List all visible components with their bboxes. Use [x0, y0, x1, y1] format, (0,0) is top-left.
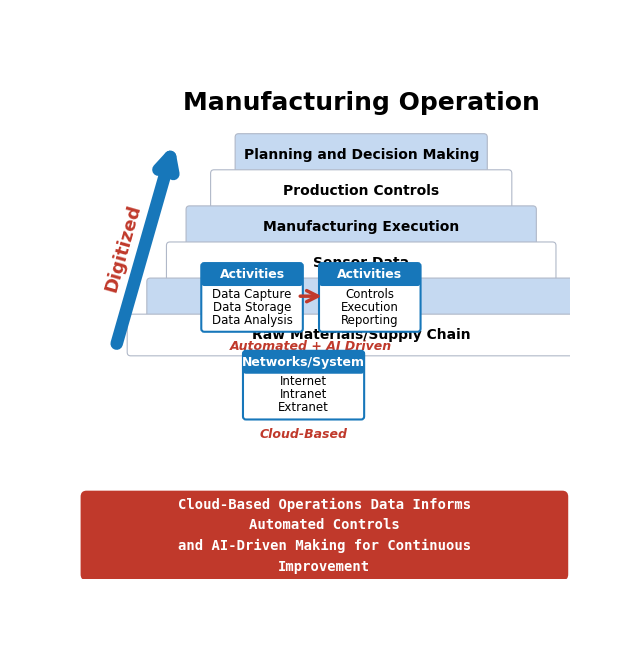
Text: Controls: Controls — [345, 288, 394, 301]
FancyBboxPatch shape — [186, 206, 536, 247]
Text: Data Storage: Data Storage — [213, 301, 291, 314]
FancyBboxPatch shape — [235, 133, 487, 175]
FancyBboxPatch shape — [80, 491, 568, 581]
Text: Automated + AI Driven: Automated + AI Driven — [230, 340, 392, 353]
FancyBboxPatch shape — [243, 351, 364, 374]
Text: Activities: Activities — [337, 268, 403, 281]
FancyBboxPatch shape — [166, 242, 556, 284]
Text: Raw Materials/Supply Chain: Raw Materials/Supply Chain — [252, 328, 470, 342]
FancyBboxPatch shape — [127, 314, 595, 356]
Text: Process: Process — [330, 292, 392, 306]
Text: Production Controls: Production Controls — [283, 184, 439, 198]
Text: Data Capture: Data Capture — [212, 288, 292, 301]
Text: Manufacturing Operation: Manufacturing Operation — [183, 90, 540, 115]
FancyBboxPatch shape — [201, 263, 303, 286]
Text: Manufacturing Execution: Manufacturing Execution — [263, 220, 460, 234]
Text: Cloud-Based: Cloud-Based — [260, 428, 348, 441]
Text: Cloud-Based Operations Data Informs
Automated Controls
and AI-Driven Making for : Cloud-Based Operations Data Informs Auto… — [178, 497, 471, 574]
FancyBboxPatch shape — [319, 263, 420, 332]
FancyBboxPatch shape — [243, 351, 364, 419]
Text: Planning and Decision Making: Planning and Decision Making — [244, 148, 479, 161]
Text: Sensor Data: Sensor Data — [313, 256, 410, 270]
Text: Activities: Activities — [220, 268, 285, 281]
FancyBboxPatch shape — [211, 170, 512, 212]
Text: Data Analysis: Data Analysis — [211, 314, 292, 327]
Text: Intranet: Intranet — [280, 389, 327, 402]
Text: Reporting: Reporting — [341, 314, 399, 327]
Text: Networks/System: Networks/System — [242, 356, 365, 368]
FancyBboxPatch shape — [319, 263, 420, 286]
Text: Extranet: Extranet — [278, 402, 329, 415]
Text: Internet: Internet — [280, 376, 327, 389]
Text: Digitized: Digitized — [103, 202, 144, 294]
FancyBboxPatch shape — [147, 278, 575, 320]
Text: Execution: Execution — [341, 301, 399, 314]
FancyBboxPatch shape — [201, 263, 303, 332]
